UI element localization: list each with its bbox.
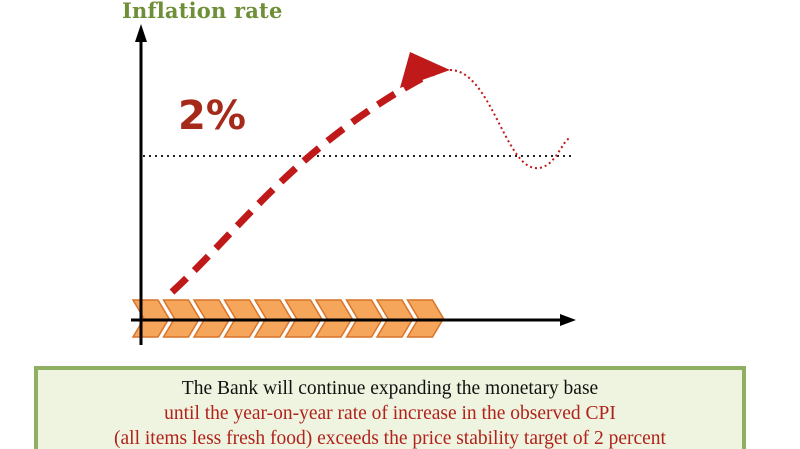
y-axis-title: Inflation rate <box>122 0 283 23</box>
target-label: 2% <box>178 93 246 139</box>
inflation-path-arrowhead <box>400 52 450 88</box>
note-line-1: The Bank will continue expanding the mon… <box>181 378 599 399</box>
policy-note-box: The Bank will continue expanding the mon… <box>34 366 746 449</box>
inflation-path-arrow <box>169 66 440 295</box>
note-line-2: until the year-on-year rate of increase … <box>164 403 616 424</box>
y-axis-arrow <box>135 24 147 42</box>
note-line-3: (all items less fresh food) exceeds the … <box>114 428 666 449</box>
x-axis-arrow <box>560 314 576 326</box>
inflation-fluctuation-curve <box>449 69 571 170</box>
